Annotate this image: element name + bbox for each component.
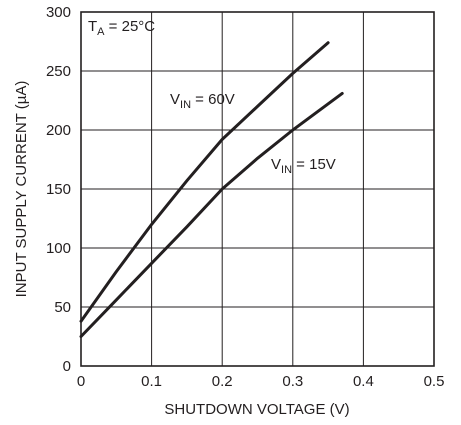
x-tick-label: 0.3 — [282, 373, 303, 390]
y-tick-labels: 0 50 100 150 200 250 300 — [46, 4, 71, 375]
y-tick-label: 300 — [46, 4, 71, 21]
y-tick-label: 50 — [54, 299, 71, 316]
series-line-vin-15v — [79, 91, 344, 338]
condition-label: TA = 25°C — [88, 18, 155, 38]
x-tick-labels: 0 0.1 0.2 0.3 0.4 0.5 — [77, 373, 445, 390]
x-axis-title: SHUTDOWN VOLTAGE (V) — [164, 401, 349, 418]
x-tick-label: 0.4 — [353, 373, 374, 390]
x-tick-label: 0 — [77, 373, 85, 390]
x-tick-label: 0.2 — [212, 373, 233, 390]
y-tick-label: 200 — [46, 122, 71, 139]
series-label-vin-60v: VIN = 60V — [170, 91, 235, 111]
y-axis-title: INPUT SUPPLY CURRENT (µA) — [13, 81, 30, 298]
series-label-vin-15v: VIN = 15V — [271, 156, 336, 176]
series-lines — [79, 41, 344, 338]
series-line-vin-60v — [79, 41, 330, 323]
y-tick-label: 100 — [46, 240, 71, 257]
x-tick-label: 0.5 — [424, 373, 445, 390]
y-tick-label: 0 — [63, 358, 71, 375]
y-tick-label: 250 — [46, 63, 71, 80]
y-tick-label: 150 — [46, 181, 71, 198]
plot-frame — [80, 11, 435, 367]
grid-lines — [81, 12, 434, 366]
x-tick-label: 0.1 — [141, 373, 162, 390]
